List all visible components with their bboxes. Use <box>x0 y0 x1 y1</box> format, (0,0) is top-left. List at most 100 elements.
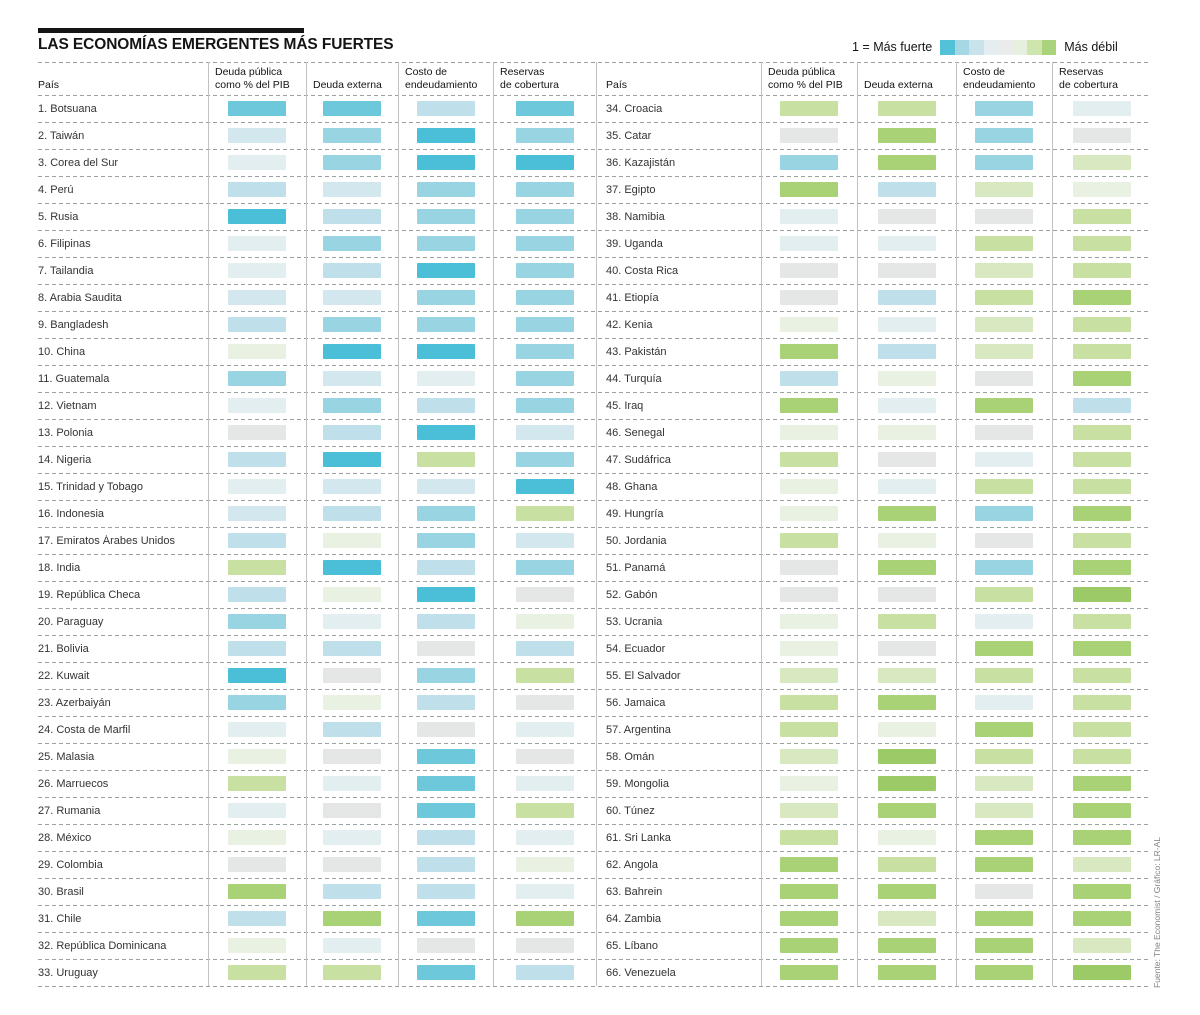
heatmap-cell-slot <box>1052 830 1151 845</box>
heatmap-cell <box>1072 155 1131 170</box>
heatmap-cell-slot <box>857 506 956 521</box>
heatmap-cell <box>780 965 838 980</box>
heatmap-cell-slot <box>208 398 306 413</box>
heatmap-cell <box>515 209 574 224</box>
heatmap-cell <box>323 479 381 494</box>
heatmap-cell-slot <box>306 155 398 170</box>
heatmap-cell <box>323 587 381 602</box>
heatmap-cell <box>877 371 936 386</box>
heatmap-cell-slot <box>1052 425 1151 440</box>
heatmap-cell-slot <box>956 857 1052 872</box>
heatmap-cell <box>515 776 574 791</box>
heatmap-cell-slot <box>306 236 398 251</box>
country-label: 60. Túnez <box>606 804 655 817</box>
heatmap-cell <box>323 263 381 278</box>
heatmap-cell <box>323 911 381 926</box>
row-divider <box>38 149 1151 150</box>
heatmap-cell <box>1072 317 1131 332</box>
heatmap-cell <box>416 911 475 926</box>
heatmap-cell <box>228 749 286 764</box>
heatmap-cell <box>323 965 381 980</box>
heatmap-cell <box>780 182 838 197</box>
legend-swatch <box>983 39 999 55</box>
column-header: País <box>606 78 628 91</box>
heatmap-cell-slot <box>493 668 596 683</box>
heatmap-cell-slot <box>956 317 1052 332</box>
heatmap-cell-slot <box>857 209 956 224</box>
heatmap-cell <box>780 533 838 548</box>
heatmap-cell <box>975 290 1033 305</box>
heatmap-cell-slot <box>956 209 1052 224</box>
heatmap-cell <box>877 533 936 548</box>
heatmap-cell-slot <box>956 425 1052 440</box>
heatmap-cell-slot <box>398 857 493 872</box>
heatmap-cell <box>877 101 936 116</box>
heatmap-cell <box>515 884 574 899</box>
heatmap-cell-slot <box>398 668 493 683</box>
heatmap-cell <box>515 425 574 440</box>
heatmap-cell <box>877 695 936 710</box>
heatmap-cell <box>877 938 936 953</box>
heatmap-cell-slot <box>398 587 493 602</box>
heatmap-cell <box>323 614 381 629</box>
heatmap-cell <box>780 560 838 575</box>
heatmap-cell <box>228 182 286 197</box>
heatmap-cell-slot <box>208 695 306 710</box>
heatmap-cell <box>416 965 475 980</box>
heatmap-cell <box>877 155 936 170</box>
heatmap-cell-slot <box>761 182 857 197</box>
heatmap-cell <box>416 587 475 602</box>
table-row: 12. Vietnam 45. Iraq <box>38 392 1151 419</box>
heatmap-cell <box>877 884 936 899</box>
column-divider <box>398 62 399 986</box>
heatmap-cell-slot <box>956 614 1052 629</box>
country-label: 40. Costa Rica <box>606 264 679 277</box>
heatmap-table: 1. Botsuana 34. Croacia 2. Taiwán 35. Catar… <box>38 95 1151 986</box>
table-row: 6. Filipinas 39. Uganda <box>38 230 1151 257</box>
heatmap-cell <box>515 263 574 278</box>
heatmap-cell <box>780 641 838 656</box>
heatmap-cell-slot <box>306 128 398 143</box>
heatmap-cell-slot <box>306 479 398 494</box>
heatmap-cell-slot <box>208 749 306 764</box>
heatmap-cell-slot <box>857 641 956 656</box>
heatmap-cell <box>323 452 381 467</box>
heatmap-cell <box>975 263 1033 278</box>
heatmap-cell <box>780 749 838 764</box>
heatmap-cell <box>975 128 1033 143</box>
heatmap-cell-slot <box>857 317 956 332</box>
heatmap-cell <box>1072 128 1131 143</box>
heatmap-cell <box>515 830 574 845</box>
heatmap-cell-slot <box>208 479 306 494</box>
table-row: 14. Nigeria 47. Sudáfrica <box>38 446 1151 473</box>
table-row: 10. China 43. Pakistán <box>38 338 1151 365</box>
table-row: 18. India 51. Panamá <box>38 554 1151 581</box>
heatmap-cell <box>1072 884 1131 899</box>
heatmap-cell <box>1072 479 1131 494</box>
heatmap-cell-slot <box>761 398 857 413</box>
heatmap-cell <box>515 614 574 629</box>
heatmap-cell-slot <box>208 938 306 953</box>
heatmap-cell-slot <box>1052 290 1151 305</box>
country-label: 16. Indonesia <box>38 507 105 520</box>
heatmap-cell-slot <box>493 506 596 521</box>
row-divider <box>38 446 1151 447</box>
heatmap-cell <box>780 830 838 845</box>
heatmap-cell-slot <box>398 290 493 305</box>
country-label: 22. Kuwait <box>38 669 90 682</box>
heatmap-cell-slot <box>857 938 956 953</box>
heatmap-cell-slot <box>493 452 596 467</box>
heatmap-cell <box>1072 452 1131 467</box>
heatmap-cell-slot <box>493 425 596 440</box>
heatmap-cell <box>416 317 475 332</box>
heatmap-cell <box>877 722 936 737</box>
heatmap-cell <box>228 938 286 953</box>
table-row: 26. Marruecos 59. Mongolia <box>38 770 1151 797</box>
heatmap-cell <box>877 830 936 845</box>
heatmap-cell <box>228 101 286 116</box>
heatmap-cell <box>515 506 574 521</box>
heatmap-cell <box>228 479 286 494</box>
row-divider <box>38 932 1151 933</box>
heatmap-cell-slot <box>761 506 857 521</box>
table-row: 24. Costa de Marfil 57. Argentina <box>38 716 1151 743</box>
